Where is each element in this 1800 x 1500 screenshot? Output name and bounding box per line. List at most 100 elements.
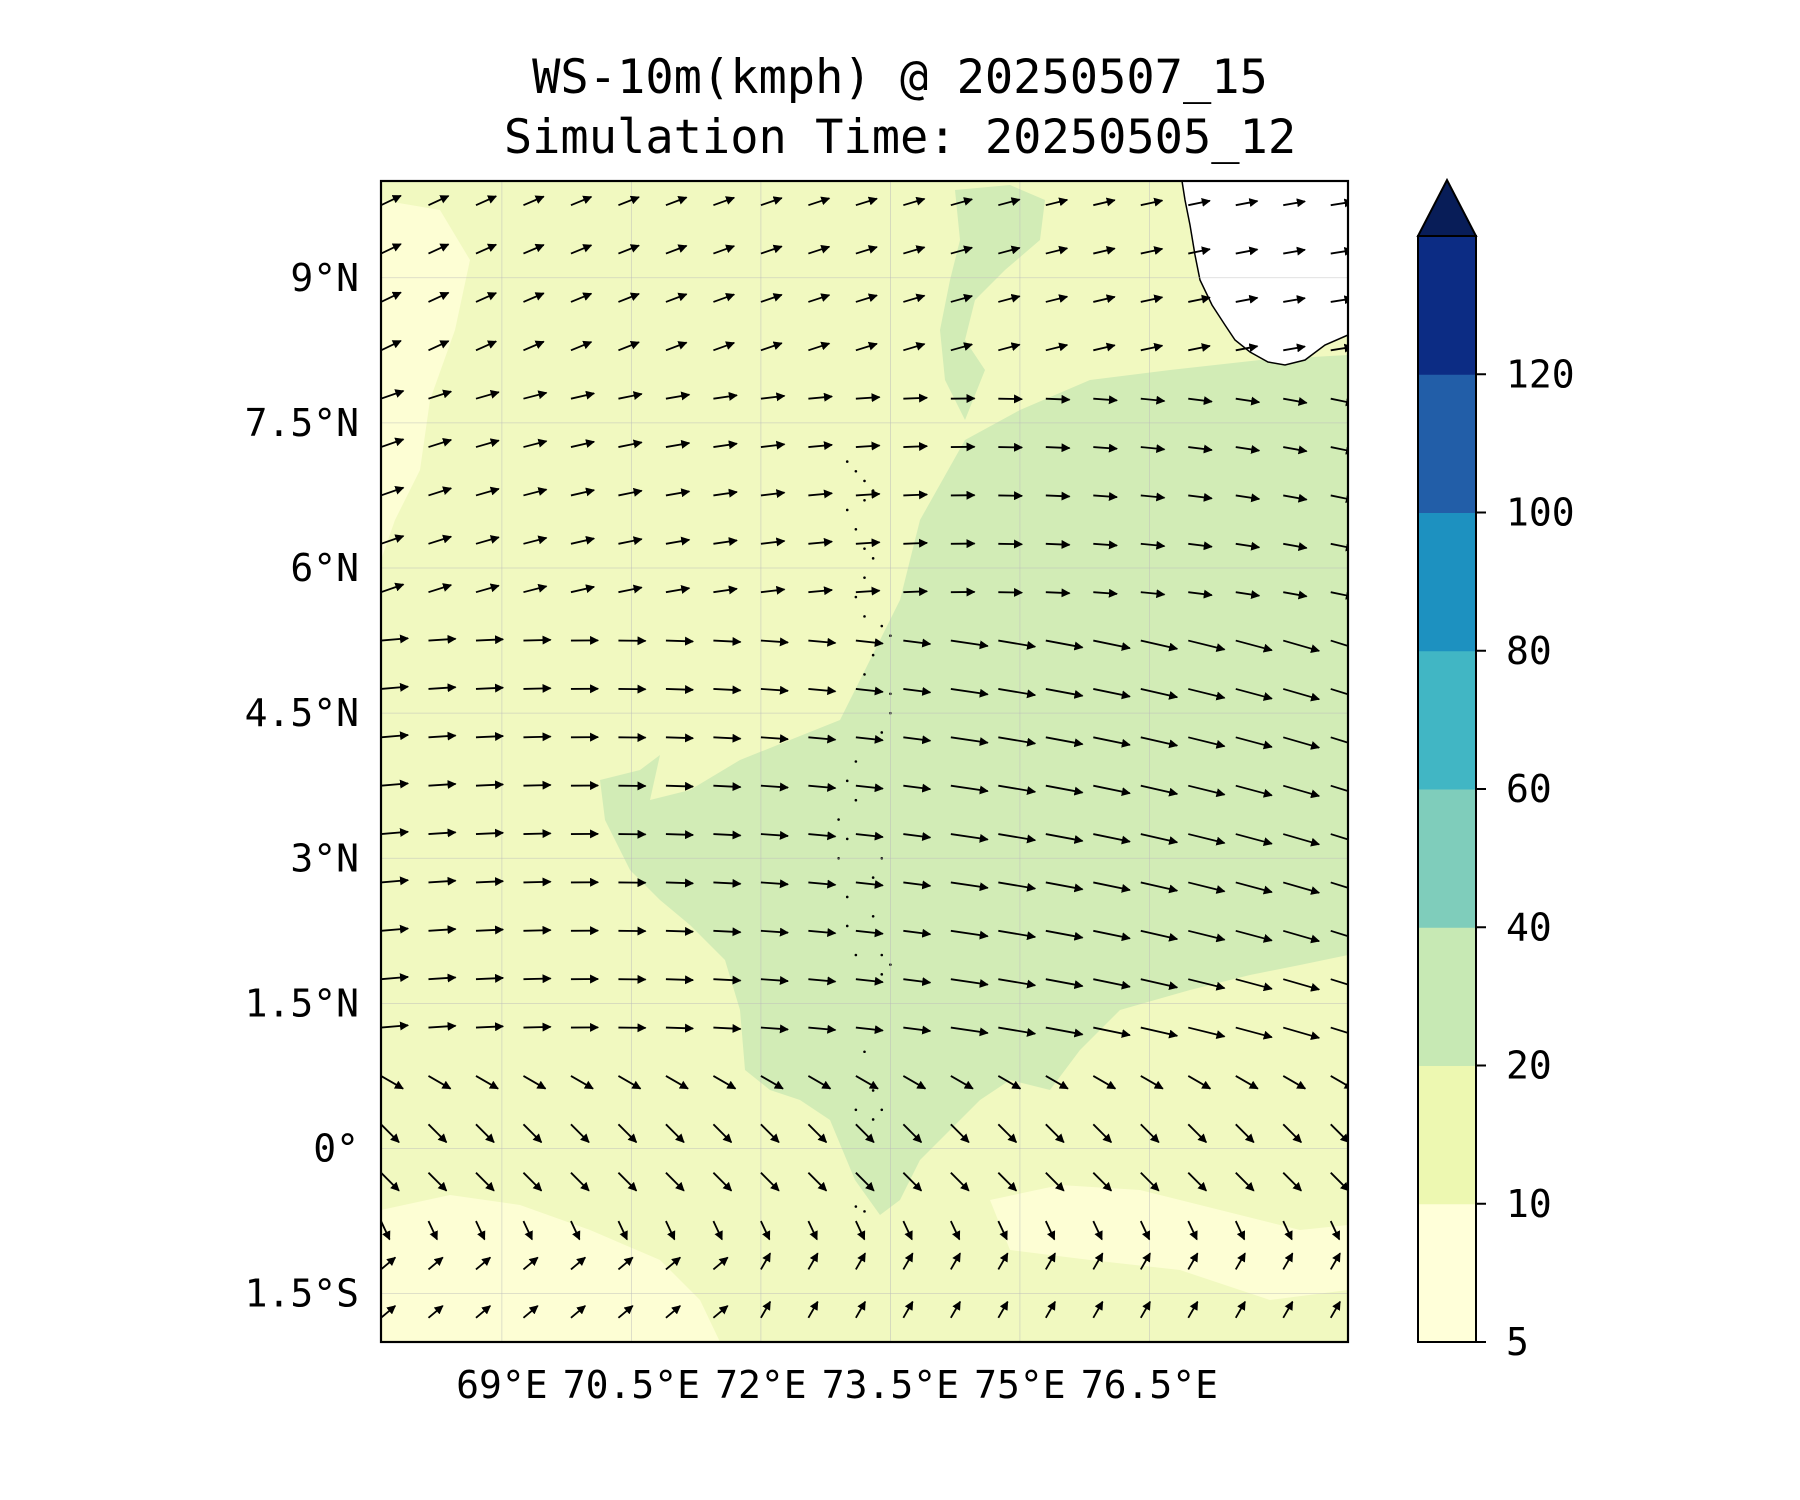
wind-arrow bbox=[428, 828, 457, 838]
colorbar-tick-label: 40 bbox=[1506, 905, 1552, 949]
wind-arrow bbox=[1140, 736, 1179, 749]
wind-arrow bbox=[1140, 492, 1166, 502]
wind-arrow bbox=[807, 1220, 818, 1241]
wind-arrow bbox=[665, 1220, 676, 1241]
wind-arrow bbox=[950, 1300, 961, 1319]
wind-arrow bbox=[1283, 542, 1308, 552]
wind-arrow bbox=[808, 928, 837, 937]
island-dot bbox=[863, 615, 866, 618]
wind-arrow bbox=[950, 1252, 961, 1270]
island-dot bbox=[880, 731, 884, 734]
wind-arrow bbox=[807, 1075, 832, 1090]
wind-arrow bbox=[1140, 881, 1179, 894]
wind-arrow bbox=[1234, 1220, 1246, 1241]
wind-arrow bbox=[902, 1172, 923, 1192]
wind-arrow bbox=[855, 1252, 866, 1270]
wind-arrow bbox=[713, 1024, 742, 1034]
wind-arrow bbox=[760, 392, 786, 402]
colorbar-segment bbox=[1418, 789, 1476, 928]
wind-arrow bbox=[428, 876, 457, 886]
wind-arrow bbox=[760, 1172, 780, 1192]
wind-arrow bbox=[618, 584, 643, 594]
wind-arrow bbox=[1188, 589, 1213, 599]
wind-arrow bbox=[855, 1300, 866, 1319]
wind-speed-5-10-region-west bbox=[381, 200, 470, 560]
wind-arrow bbox=[1330, 445, 1348, 455]
wind-arrow bbox=[855, 1220, 866, 1241]
wind-arrow bbox=[1045, 342, 1069, 352]
wind-arrow bbox=[1045, 294, 1069, 303]
wind-arrow bbox=[1188, 639, 1226, 652]
wind-arrow bbox=[713, 878, 742, 888]
wind-arrow bbox=[1187, 1123, 1207, 1143]
land-india bbox=[1181, 181, 1348, 366]
wind-arrow bbox=[1187, 1300, 1199, 1319]
wind-arrow bbox=[997, 1123, 1017, 1143]
wind-arrow bbox=[760, 244, 783, 255]
wind-arrow bbox=[713, 637, 742, 647]
wind-arrow bbox=[1330, 590, 1348, 600]
wind-arrow bbox=[1140, 246, 1164, 255]
wind-arrow bbox=[760, 1075, 784, 1090]
wind-arrow bbox=[428, 438, 453, 448]
wind-arrow bbox=[617, 1305, 634, 1319]
wind-arrow bbox=[523, 195, 545, 207]
wind-arrow bbox=[427, 1220, 438, 1241]
wind-arrow bbox=[713, 196, 736, 207]
colorbar-segment bbox=[1418, 236, 1476, 375]
wind-arrow bbox=[808, 441, 833, 451]
wind-arrow bbox=[760, 440, 786, 450]
wind-arrow bbox=[1330, 295, 1348, 305]
wind-arrow bbox=[808, 782, 837, 792]
wind-arrow bbox=[950, 881, 989, 892]
wind-arrow bbox=[428, 243, 450, 255]
wind-arrow bbox=[1283, 295, 1306, 304]
wind-arrow bbox=[1092, 1220, 1103, 1241]
wind-arrow bbox=[1045, 245, 1069, 255]
wind-arrow bbox=[998, 978, 1037, 989]
wind-arrow bbox=[1045, 1026, 1084, 1038]
x-tick-label: 72°E bbox=[715, 1363, 807, 1407]
wind-arrow bbox=[1139, 1220, 1151, 1241]
island-dot bbox=[880, 1108, 884, 1112]
wind-arrow bbox=[1093, 784, 1131, 797]
wind-arrow bbox=[570, 340, 593, 352]
island-dot bbox=[854, 1205, 858, 1208]
wind-arrow bbox=[1330, 343, 1348, 353]
wind-arrow bbox=[1282, 833, 1321, 847]
wind-arrow bbox=[760, 927, 789, 937]
wind-arrow bbox=[855, 293, 878, 303]
island-dot bbox=[854, 760, 858, 763]
wind-arrow bbox=[1140, 1075, 1164, 1090]
wind-arrow bbox=[1044, 1220, 1056, 1241]
wind-arrow bbox=[381, 779, 410, 789]
wind-arrow bbox=[713, 782, 742, 792]
wind-arrow bbox=[950, 1172, 970, 1192]
wind-arrow bbox=[903, 587, 929, 597]
wind-arrow bbox=[1330, 494, 1348, 504]
wind-arrow bbox=[617, 1220, 628, 1241]
wind-arrow bbox=[428, 973, 457, 983]
map-area bbox=[381, 181, 1348, 1342]
wind-arrow bbox=[713, 341, 736, 352]
wind-arrow bbox=[1330, 688, 1348, 696]
wind-arrow bbox=[1235, 493, 1261, 503]
wind-arrow bbox=[1235, 978, 1273, 992]
wind-arrow bbox=[381, 1305, 397, 1319]
wind-arrow bbox=[903, 880, 932, 890]
wind-arrow bbox=[855, 586, 881, 596]
wind-arrow bbox=[381, 1172, 400, 1192]
wind-arrow bbox=[570, 584, 596, 594]
wind-arrow bbox=[855, 976, 884, 986]
wind-arrow bbox=[381, 876, 410, 886]
y-tick-label: 3°N bbox=[290, 836, 359, 880]
wind-arrow bbox=[950, 833, 989, 843]
wind-arrow bbox=[1188, 736, 1226, 749]
wind-arrow bbox=[1140, 589, 1166, 599]
wind-arrow bbox=[1188, 444, 1213, 454]
wind-arrow bbox=[1045, 539, 1071, 549]
wind-arrow bbox=[713, 292, 736, 303]
wind-arrow bbox=[665, 391, 691, 401]
wind-arrow bbox=[1282, 784, 1321, 799]
wind-arrow bbox=[998, 245, 1021, 255]
